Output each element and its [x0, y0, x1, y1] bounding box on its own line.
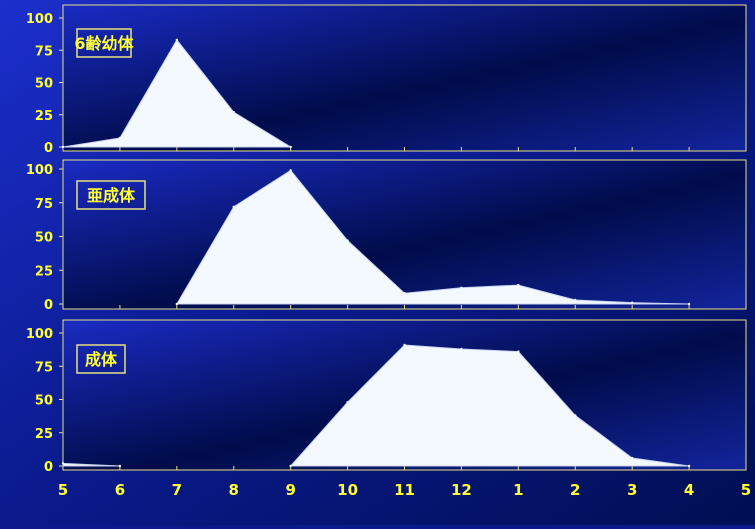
y-tick-label: 50: [35, 231, 53, 246]
y-tick-label: 25: [35, 427, 53, 442]
panel-label: 6齢幼体: [74, 34, 134, 53]
y-tick-label: 50: [35, 394, 53, 409]
data-point: [233, 206, 235, 208]
x-tick-label: 9: [285, 481, 295, 499]
data-point: [119, 465, 121, 467]
x-tick-label: 8: [229, 481, 239, 499]
y-tick-label: 0: [44, 460, 53, 475]
data-point: [176, 39, 178, 41]
x-tick-label: 11: [394, 481, 415, 499]
x-tick-label: 4: [684, 481, 694, 499]
x-tick-label: 12: [451, 481, 472, 499]
data-point: [62, 146, 64, 148]
y-tick-label: 0: [44, 298, 53, 313]
x-tick-label: 5: [58, 481, 68, 499]
y-tick-label: 75: [35, 197, 53, 212]
y-tick-label: 25: [35, 109, 53, 124]
data-point: [688, 465, 690, 467]
y-tick-label: 75: [35, 44, 53, 59]
y-tick-label: 100: [26, 12, 53, 27]
panel-label: 亜成体: [87, 186, 136, 205]
y-tick-label: 100: [26, 163, 53, 178]
data-point: [233, 111, 235, 113]
data-point: [688, 303, 690, 305]
panel-2: 0 25 50 75 100 亜成体: [26, 160, 746, 313]
data-point: [631, 301, 633, 303]
y-tick-label: 50: [35, 77, 53, 92]
data-point: [574, 299, 576, 301]
data-point: [346, 401, 348, 403]
data-point: [289, 146, 291, 148]
data-point: [62, 462, 64, 464]
panel-frame: [63, 160, 746, 309]
data-point: [119, 137, 121, 139]
y-tick-label: 0: [44, 141, 53, 156]
x-tick-label: 7: [172, 481, 182, 499]
data-point: [460, 348, 462, 350]
y-tick-label: 100: [26, 327, 53, 342]
data-point: [631, 457, 633, 459]
data-point: [403, 292, 405, 294]
panel-1: 0 25 50 75 100 6齢幼体: [26, 5, 746, 156]
panels-layer: 0 25 50 75 100 6齢幼体 0 25 50 75 100 亜成体 0 25 50 75 100 成体: [26, 5, 746, 475]
x-tick-label: 6: [115, 481, 125, 499]
data-point: [574, 414, 576, 416]
panel-label: 成体: [85, 350, 118, 369]
data-point: [346, 239, 348, 241]
data-point: [460, 287, 462, 289]
data-point: [517, 350, 519, 352]
data-point: [517, 284, 519, 286]
panel-3: 0 25 50 75 100 成体: [26, 320, 746, 475]
data-point: [176, 303, 178, 305]
data-point: [289, 169, 291, 171]
x-tick-label: 2: [570, 481, 580, 499]
data-point: [289, 465, 291, 467]
x-tick-label: 10: [337, 481, 358, 499]
data-point: [403, 344, 405, 346]
x-tick-label: 1: [513, 481, 523, 499]
x-tick-label: 3: [627, 481, 637, 499]
y-tick-label: 75: [35, 360, 53, 375]
x-tick-label: 5: [741, 481, 751, 499]
y-tick-label: 25: [35, 264, 53, 279]
